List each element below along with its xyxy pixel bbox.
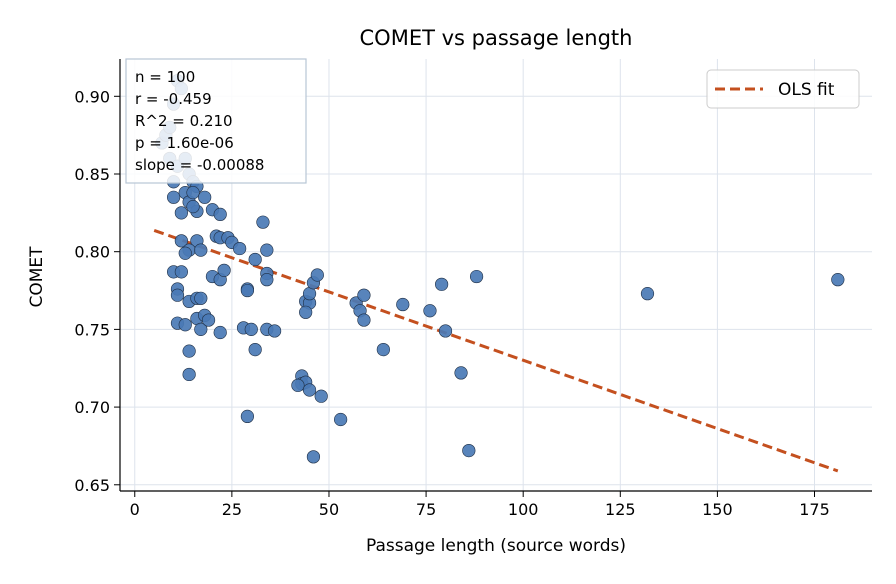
data-point [186, 200, 200, 214]
data-point [170, 288, 185, 302]
data-point [469, 269, 484, 284]
data-point [454, 366, 468, 380]
chart-title: COMET vs passage length [360, 26, 633, 50]
y-tick-label: 0.80 [74, 243, 110, 262]
legend-fit-label: OLS fit [778, 80, 835, 100]
data-point [831, 273, 845, 287]
stats-box: n = 100 r = -0.459 R^2 = 0.210 p = 1.60e… [125, 58, 307, 184]
data-point [267, 324, 282, 338]
data-point [178, 246, 192, 260]
data-point [357, 288, 371, 302]
data-point [302, 383, 317, 397]
stats-r: r = -0.459 [135, 90, 212, 108]
data-point [244, 322, 258, 336]
data-point [310, 268, 324, 282]
legend: OLS fit [706, 69, 860, 109]
data-point [174, 265, 188, 279]
data-point [240, 283, 255, 298]
data-point [194, 291, 208, 305]
data-point [194, 322, 208, 336]
data-point [260, 273, 274, 287]
data-point [198, 190, 212, 204]
x-tick-label: 125 [605, 500, 636, 519]
data-point [201, 313, 216, 327]
data-point [435, 277, 449, 291]
data-point [640, 287, 655, 301]
y-tick-label: 0.70 [74, 398, 110, 417]
y-tick-label: 0.90 [74, 87, 110, 106]
data-point [248, 342, 262, 357]
y-tick-label: 0.65 [74, 476, 110, 495]
stats-r2: R^2 = 0.210 [135, 112, 233, 130]
x-tick-label: 100 [508, 500, 539, 519]
data-point [248, 252, 262, 267]
data-point [217, 263, 231, 277]
data-point [178, 318, 192, 332]
data-point [256, 215, 270, 229]
data-point [462, 443, 476, 458]
x-tick-label: 75 [416, 500, 436, 519]
stats-slope: slope = -0.00088 [135, 156, 264, 174]
data-point [334, 412, 348, 427]
data-point [213, 207, 227, 221]
data-point [291, 378, 305, 392]
x-tick-label: 50 [319, 500, 339, 519]
data-point [213, 325, 227, 340]
x-ticks: 0 25 50 75 100 125 150 175 [130, 491, 830, 519]
y-tick-label: 0.75 [74, 320, 110, 339]
data-point [186, 186, 200, 200]
x-tick-label: 25 [222, 500, 242, 519]
data-point [376, 342, 390, 357]
y-ticks: 0.65 0.70 0.75 0.80 0.85 0.90 [74, 87, 120, 495]
data-point [299, 305, 313, 319]
data-point [174, 206, 188, 220]
stats-p: p = 1.60e-06 [135, 134, 234, 152]
data-point [182, 367, 196, 382]
y-tick-label: 0.85 [74, 165, 110, 184]
data-point [182, 344, 196, 358]
x-axis-label: Passage length (source words) [366, 536, 626, 556]
data-point [357, 313, 371, 327]
x-tick-label: 175 [799, 500, 830, 519]
data-point [306, 450, 321, 464]
stats-box-background [125, 58, 307, 184]
data-point [167, 190, 181, 204]
x-tick-label: 150 [702, 500, 733, 519]
data-point [314, 389, 328, 403]
data-point [174, 234, 188, 248]
y-axis-label: COMET [27, 246, 47, 308]
stats-n: n = 100 [135, 68, 195, 86]
data-point [233, 241, 247, 256]
data-point [260, 243, 274, 257]
data-point [396, 297, 410, 312]
legend-box [706, 69, 860, 109]
data-point [194, 243, 208, 257]
data-point [240, 409, 255, 424]
points-layer [155, 74, 845, 464]
x-tick-label: 0 [130, 500, 140, 519]
plot-frame [119, 59, 872, 492]
data-point [438, 324, 453, 338]
data-point [423, 304, 437, 318]
